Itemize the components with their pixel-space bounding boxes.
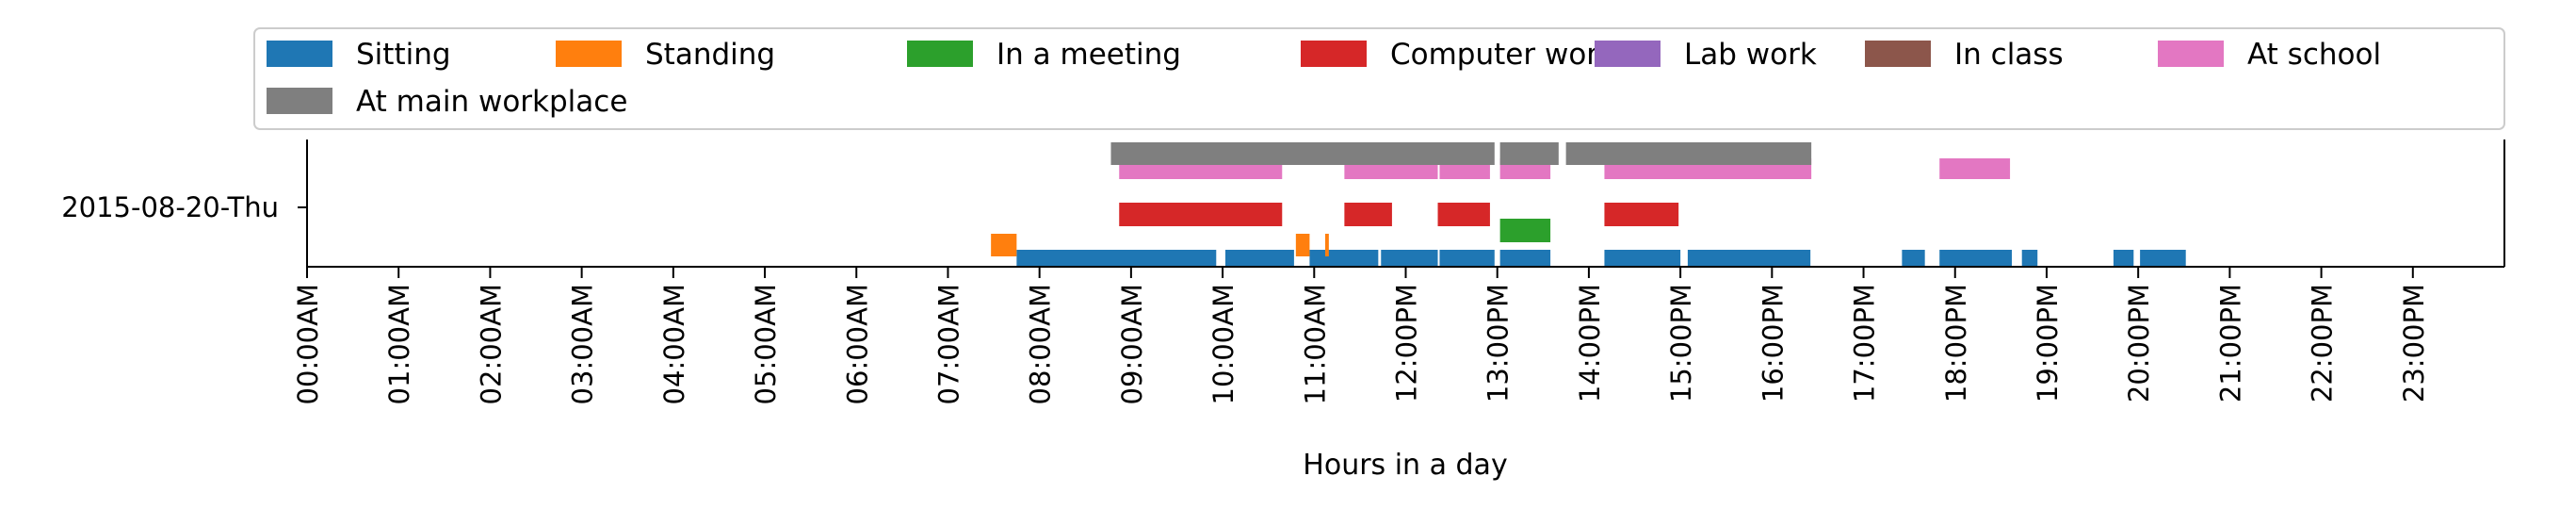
x-ticks: 00:00AM 01:00AM 02:00AM 03:00AM 04:00AM 05:00… (292, 267, 2430, 404)
legend-label-computer-work: Computer work (1390, 38, 1615, 72)
legend-label-sitting: Sitting (356, 38, 451, 72)
bar-sitting (1939, 250, 2013, 267)
plot-area (991, 142, 2186, 267)
bar-standing (1295, 234, 1310, 256)
x-tick-label: 16:00PM (1757, 284, 1789, 402)
legend-label-at-school: At school (2247, 38, 2381, 72)
legend-label-lab-work: Lab work (1684, 38, 1817, 72)
legend-swatch-in-class (1865, 41, 1931, 67)
bar-sitting (2021, 250, 2038, 267)
x-tick-label: 18:00PM (1940, 284, 1972, 402)
bar-computer-work (1344, 203, 1392, 226)
bar-sitting (1687, 250, 1811, 267)
x-tick-label: 04:00AM (658, 284, 690, 404)
bar-sitting (1309, 250, 1379, 267)
x-tick-label: 17:00PM (1849, 284, 1881, 402)
bar-sitting (2113, 250, 2134, 267)
x-tick-label: 06:00AM (841, 284, 873, 404)
bar-sitting (1604, 250, 1681, 267)
x-tick-label: 22:00PM (2307, 284, 2339, 402)
legend-swatch-sitting (267, 41, 332, 67)
x-tick-label: 07:00AM (932, 284, 964, 404)
legend-swatch-at-school (2158, 41, 2224, 67)
legend-swatch-computer-work (1301, 41, 1367, 67)
legend-frame (253, 27, 2505, 130)
legend-label-in-class: In class (1954, 38, 2064, 72)
x-axis-label: Hours in a day (1303, 449, 1507, 482)
bar-sitting (1439, 250, 1495, 267)
x-tick-label: 08:00AM (1025, 284, 1057, 404)
x-tick-label: 23:00PM (2398, 284, 2430, 402)
x-tick-label: 01:00AM (383, 284, 415, 404)
bar-in-a-meeting (1499, 219, 1551, 242)
bar-at-main-workplace (1499, 142, 1559, 165)
legend: Sitting Standing In a meeting Computer work… (253, 27, 2505, 130)
bar-sitting (1381, 250, 1438, 267)
bar-standing (991, 234, 1017, 256)
bar-sitting (1902, 250, 1925, 267)
legend-label-standing: Standing (645, 38, 775, 72)
x-tick-label: 12:00PM (1391, 284, 1423, 402)
x-tick-label: 00:00AM (292, 284, 324, 404)
x-tick-label: 11:00AM (1299, 284, 1331, 404)
bar-standing (1324, 234, 1329, 256)
bar-at-main-workplace (1110, 142, 1495, 165)
x-tick-label: 20:00PM (2123, 284, 2155, 402)
x-tick-label: 05:00AM (750, 284, 782, 404)
x-tick-label: 19:00PM (2032, 284, 2064, 402)
legend-label-at-main-workplace: At main workplace (356, 85, 627, 119)
bar-at-main-workplace (1565, 142, 1812, 165)
bar-computer-work (1119, 203, 1283, 226)
legend-label-in-a-meeting: In a meeting (996, 38, 1181, 72)
bar-sitting (1224, 250, 1294, 267)
x-tick-label: 14:00PM (1574, 284, 1606, 402)
legend-swatch-at-main-workplace (267, 88, 332, 114)
x-tick-label: 03:00AM (567, 284, 599, 404)
bar-sitting (1499, 250, 1551, 267)
x-tick-label: 21:00PM (2214, 284, 2246, 402)
bar-sitting (2140, 250, 2186, 267)
legend-swatch-lab-work (1595, 41, 1661, 67)
x-tick-label: 15:00PM (1665, 284, 1697, 402)
bar-computer-work (1437, 203, 1490, 226)
x-tick-label: 13:00PM (1482, 284, 1515, 402)
bar-computer-work (1604, 203, 1679, 226)
x-tick-label: 02:00AM (475, 284, 507, 404)
bar-at-school (1939, 158, 2011, 179)
y-tick-label: 2015-08-20-Thu (61, 191, 279, 223)
x-tick-label: 10:00AM (1207, 284, 1239, 404)
bar-sitting (1016, 250, 1217, 267)
legend-swatch-in-a-meeting (907, 41, 973, 67)
x-tick-label: 09:00AM (1116, 284, 1148, 404)
legend-swatch-standing (556, 41, 622, 67)
